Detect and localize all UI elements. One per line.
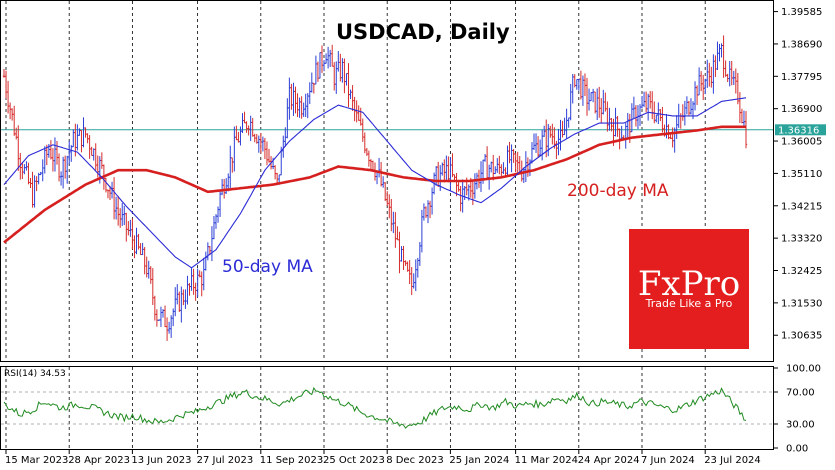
price-bar xyxy=(744,111,748,149)
rsi-tick-label: 30.00 xyxy=(786,420,815,431)
logo-box xyxy=(629,229,749,349)
ma200-line xyxy=(3,125,746,244)
y-tick-label: 1.33320 xyxy=(781,234,822,245)
chart-title: USDCAD, Daily xyxy=(336,20,510,44)
x-tick-label: 27 Jul 2023 xyxy=(197,455,254,466)
y-tick-label: 1.39585 xyxy=(781,7,822,18)
current-price-tag xyxy=(775,124,826,136)
ma50-line xyxy=(3,97,747,269)
fxpro-logo: FxPro Trade Like a Pro xyxy=(629,229,749,349)
current-price-label: 1.36316 xyxy=(778,125,819,136)
x-tick-label: 15 Mar 2023 xyxy=(5,455,68,466)
y-tick-label: 1.35110 xyxy=(781,169,822,180)
x-tick-label: 7 Jun 2024 xyxy=(641,455,695,466)
y-tick-label: 1.36900 xyxy=(781,104,822,115)
date-axis: 15 Mar 2023 28 Apr 2023 13 Jun 2023 27 Jul … xyxy=(5,449,761,466)
price-axis: 1.39585 1.38690 1.37795 1.36900 1.36005 1.351… xyxy=(773,7,822,342)
rsi-tick-label: 70.00 xyxy=(786,388,815,399)
rsi-tick-label: 0.00 xyxy=(786,444,808,455)
rsi-reference-lines xyxy=(1,391,773,425)
x-tick-label: 11 Sep 2023 xyxy=(260,455,323,466)
rsi-tick-label: 100.00 xyxy=(786,364,821,375)
y-tick-label: 1.31530 xyxy=(781,298,822,309)
y-tick-label: 1.36005 xyxy=(781,137,822,148)
logo-tagline: Trade Like a Pro xyxy=(645,297,733,310)
rsi-axis: 100.00 70.00 30.00 0.00 xyxy=(773,364,821,455)
x-tick-label: 24 Apr 2024 xyxy=(578,455,640,466)
y-tick-label: 1.34215 xyxy=(781,201,822,212)
ma200-annotation: 200-day MA xyxy=(567,181,669,201)
y-tick-label: 1.30635 xyxy=(781,331,822,342)
x-tick-label: 28 Apr 2023 xyxy=(68,455,130,466)
x-tick-label: 13 Jun 2023 xyxy=(131,455,191,466)
y-tick-label: 1.38690 xyxy=(781,39,822,50)
logo-text: FxPro xyxy=(638,264,740,304)
y-tick-label: 1.32425 xyxy=(781,266,822,277)
rsi-title: RSI(14) 34.53 xyxy=(4,369,66,379)
x-tick-label: 8 Dec 2023 xyxy=(386,455,444,466)
y-tick-label: 1.37795 xyxy=(781,72,822,83)
x-tick-label: 23 Jul 2024 xyxy=(704,455,761,466)
candlestick-series xyxy=(2,35,748,341)
x-tick-label: 11 Mar 2024 xyxy=(515,455,578,466)
x-tick-label: 25 Oct 2023 xyxy=(323,455,385,466)
rsi-panel-frame xyxy=(0,366,774,450)
x-tick-label: 25 Jan 2024 xyxy=(449,455,509,466)
rsi-line xyxy=(3,386,747,429)
ma50-annotation: 50-day MA xyxy=(222,257,313,277)
